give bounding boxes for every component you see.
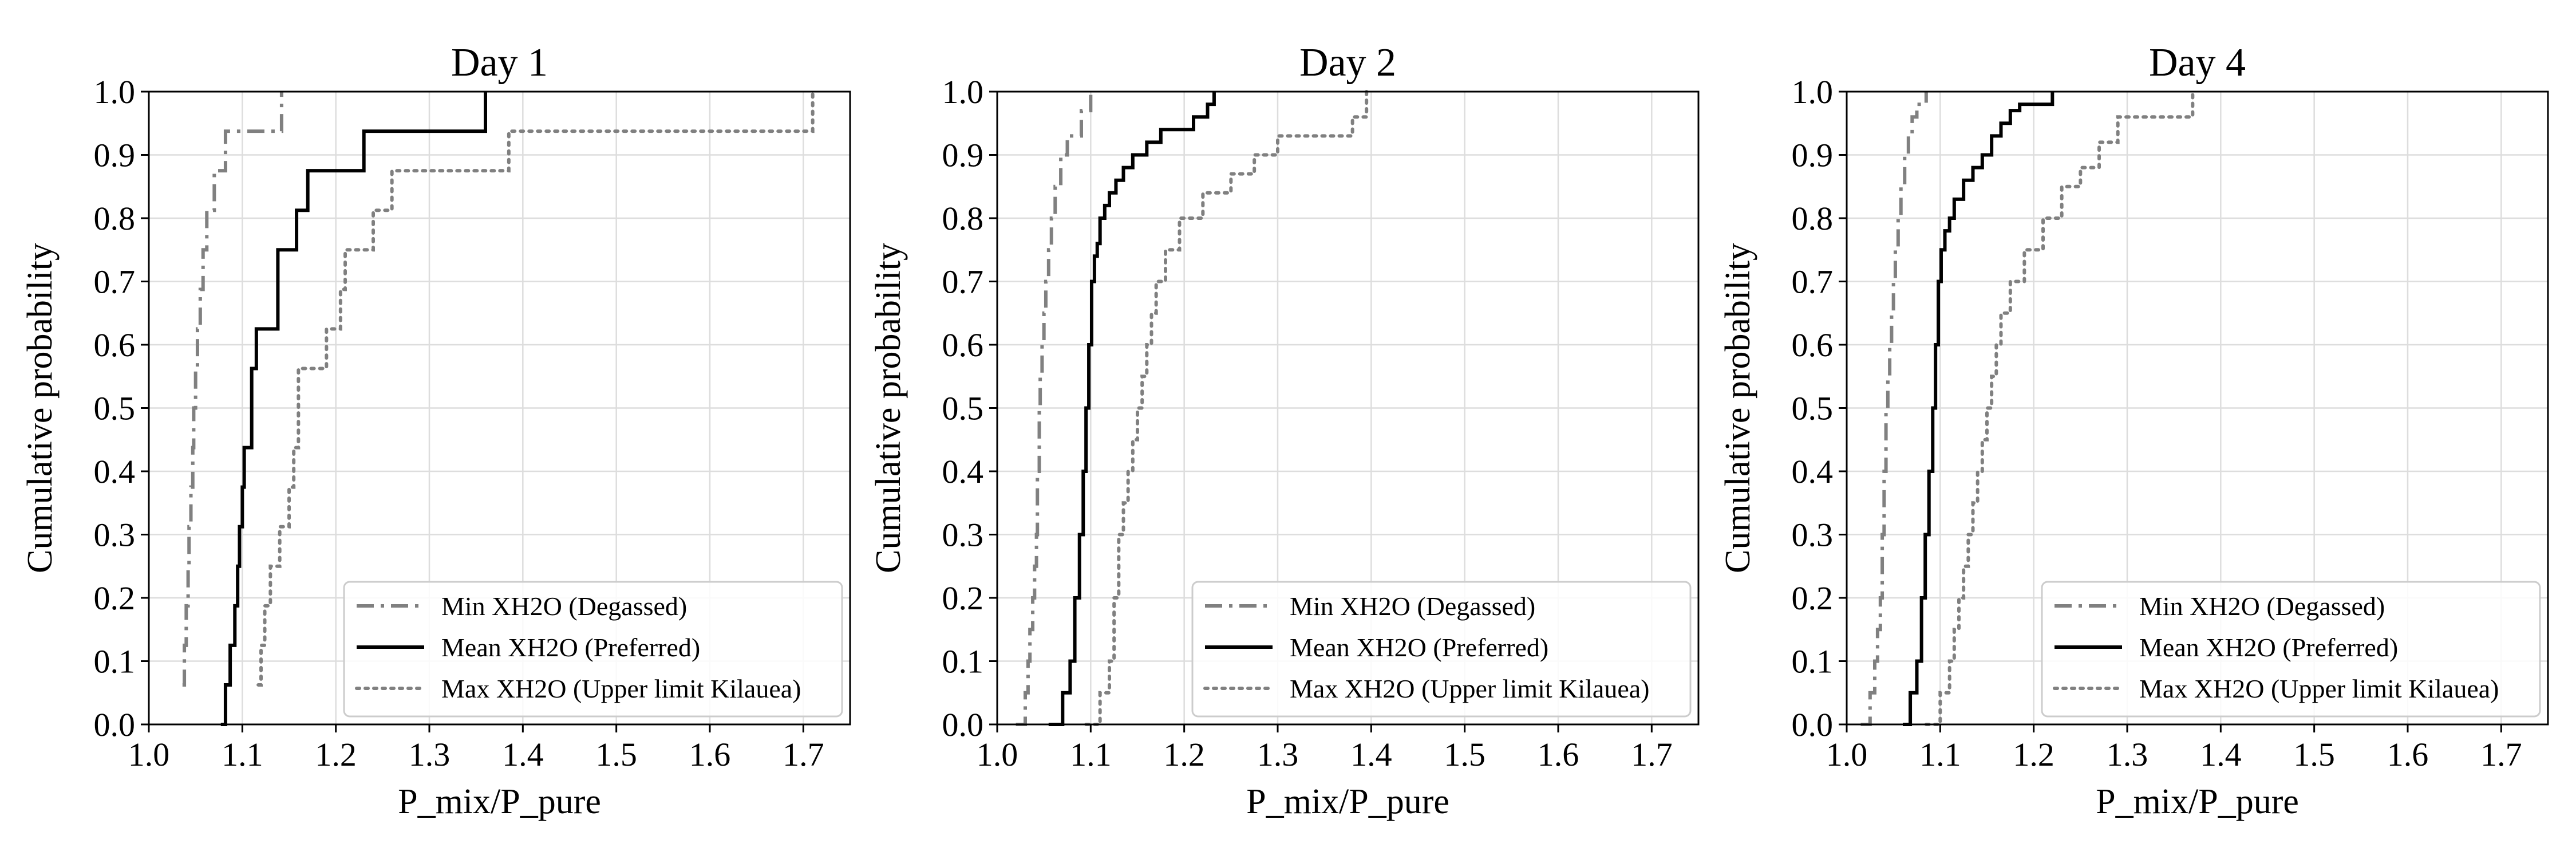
y-tick-label: 0.6 [942, 326, 984, 364]
series-group [182, 90, 815, 726]
legend-label: Min XH2O (Degassed) [2139, 592, 2385, 621]
chart-panel-1: 1.0 1.1 1.2 1.3 1.4 1.5 1.6 1.7 0.0 0.1 0.2 0.3 0.4 0… [21, 41, 851, 821]
x-tick-label: 1.4 [2200, 736, 2242, 773]
y-tick-label: 1.0 [94, 73, 136, 111]
y-tick-label: 0.7 [94, 263, 136, 301]
series-line-dashdot [182, 92, 283, 687]
legend-label: Max XH2O (Upper limit Kilauea) [441, 674, 801, 703]
x-tick-label: 1.2 [1163, 736, 1205, 773]
y-axis-label: Cumulative probability [1718, 243, 1757, 573]
legend-label: Min XH2O (Degassed) [441, 592, 687, 621]
legend-label: Mean XH2O (Preferred) [1290, 633, 1548, 662]
y-tick-label: 0.8 [1792, 200, 1834, 237]
x-axis-label: P_mix/P_pure [1246, 782, 1449, 821]
legend-box [2041, 581, 2541, 718]
y-tick-label: 0.3 [94, 517, 136, 554]
x-tick-label: 1.7 [783, 736, 824, 773]
x-tick-label: 1.0 [128, 736, 170, 773]
x-tick-label: 1.3 [409, 736, 451, 773]
y-tick-label: 0.7 [942, 263, 984, 301]
series-line-solid [220, 92, 487, 726]
x-axis-label: P_mix/P_pure [2096, 782, 2299, 821]
legend-box [1191, 581, 1692, 718]
x-tick-label: 1.1 [1919, 736, 1961, 773]
x-tick-label: 1.6 [2387, 736, 2429, 773]
y-tick-label: 0.9 [1792, 137, 1834, 174]
y-tick-label: 0.9 [942, 137, 984, 174]
x-tick-label: 1.4 [1350, 736, 1392, 773]
legend-label: Mean XH2O (Preferred) [441, 633, 700, 662]
y-tick-label: 0.5 [94, 390, 136, 427]
x-tick-label: 1.7 [2480, 736, 2522, 773]
x-tick-label: 1.4 [502, 736, 544, 773]
y-tick-label: 0.4 [94, 453, 136, 490]
x-tick-label: 1.5 [595, 736, 637, 773]
legend-label: Min XH2O (Degassed) [1290, 592, 1535, 621]
legend-label: Max XH2O (Upper limit Kilauea) [1290, 674, 1650, 703]
series-line-dotted [256, 90, 815, 687]
y-tick-label: 0.0 [94, 706, 136, 743]
x-tick-label: 1.2 [315, 736, 357, 773]
series-line-dashdot [1016, 92, 1093, 726]
y-tick-label: 0.1 [1792, 643, 1834, 680]
chart-panel-2: 1.0 1.1 1.2 1.3 1.4 1.5 1.6 1.7 0.0 0.1 0.2 0.3 0.4 0… [869, 41, 1700, 821]
y-tick-label: 0.8 [942, 200, 984, 237]
y-axis-label: Cumulative probability [21, 243, 60, 573]
chart-title: Day 2 [1299, 41, 1396, 85]
x-tick-label: 1.1 [1070, 736, 1112, 773]
x-tick-label: 1.5 [1444, 736, 1485, 773]
x-tick-label: 1.3 [2107, 736, 2148, 773]
series-line-dashdot [1860, 92, 1928, 726]
chart-title: Day 1 [451, 41, 548, 85]
y-tick-label: 0.0 [942, 706, 984, 743]
legend-label: Max XH2O (Upper limit Kilauea) [2139, 674, 2499, 703]
y-tick-label: 0.2 [94, 580, 136, 617]
chart-title: Day 4 [2149, 41, 2246, 85]
y-tick-label: 1.0 [942, 73, 984, 111]
legend: Min XH2O (Degassed) Mean XH2O (Preferred)… [1191, 581, 1692, 718]
legend-label: Mean XH2O (Preferred) [2139, 633, 2398, 662]
y-tick-label: 0.2 [1792, 580, 1834, 617]
y-tick-label: 0.1 [94, 643, 136, 680]
legend-box [343, 581, 843, 718]
x-tick-label: 1.6 [689, 736, 731, 773]
panels: 1.0 1.1 1.2 1.3 1.4 1.5 1.6 1.7 0.0 0.1 0.2 0.3 0.4 0… [21, 41, 2549, 821]
y-tick-label: 0.0 [1792, 706, 1834, 743]
y-tick-label: 0.6 [1792, 326, 1834, 364]
y-tick-label: 0.1 [942, 643, 984, 680]
y-tick-label: 0.8 [94, 200, 136, 237]
x-tick-label: 1.3 [1257, 736, 1299, 773]
y-tick-label: 0.7 [1792, 263, 1834, 301]
legend: Min XH2O (Degassed) Mean XH2O (Preferred)… [2041, 581, 2541, 718]
legend: Min XH2O (Degassed) Mean XH2O (Preferred)… [343, 581, 843, 718]
series-line-dotted [1924, 90, 2195, 726]
y-tick-label: 0.9 [94, 137, 136, 174]
series-group [1860, 90, 2195, 726]
x-tick-label: 1.2 [2013, 736, 2055, 773]
y-tick-label: 0.5 [1792, 390, 1834, 427]
series-line-solid [1048, 92, 1216, 726]
x-tick-label: 1.0 [1826, 736, 1868, 773]
y-axis-label: Cumulative probability [869, 243, 908, 573]
series-line-solid [1903, 92, 2055, 726]
x-tick-label: 1.5 [2293, 736, 2335, 773]
y-tick-label: 0.4 [1792, 453, 1834, 490]
x-tick-label: 1.6 [1538, 736, 1579, 773]
y-tick-label: 1.0 [1792, 73, 1834, 111]
x-tick-label: 1.7 [1631, 736, 1673, 773]
series-group [1016, 90, 1369, 726]
y-tick-label: 0.6 [94, 326, 136, 364]
x-tick-label: 1.1 [222, 736, 263, 773]
y-tick-label: 0.2 [942, 580, 984, 617]
series-line-dotted [1084, 90, 1369, 726]
x-axis-label: P_mix/P_pure [398, 782, 601, 821]
y-tick-label: 0.3 [942, 517, 984, 554]
chart-panel-3: 1.0 1.1 1.2 1.3 1.4 1.5 1.6 1.7 0.0 0.1 0.2 0.3 0.4 0… [1718, 41, 2549, 821]
y-tick-label: 0.5 [942, 390, 984, 427]
y-tick-label: 0.3 [1792, 517, 1834, 554]
y-tick-label: 0.4 [942, 453, 984, 490]
x-tick-label: 1.0 [977, 736, 1018, 773]
